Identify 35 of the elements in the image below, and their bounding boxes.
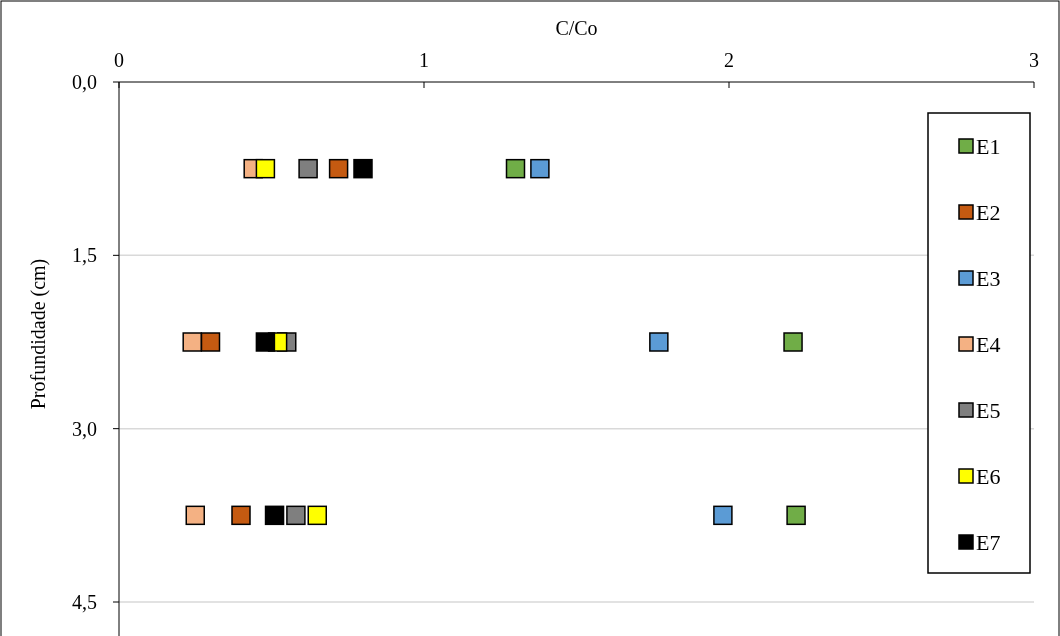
point (353, 158, 373, 179)
x-tick-label: 3 (1029, 49, 1039, 71)
point (286, 505, 306, 526)
y-axis-title: Profundidade (cm) (27, 258, 50, 410)
point (200, 332, 221, 352)
point (255, 332, 276, 352)
x-tick-label: 2 (724, 49, 734, 71)
point (264, 505, 285, 526)
legend-label: E5 (976, 398, 1001, 423)
y-tick-label: 4,5 (72, 591, 97, 613)
point (298, 158, 318, 179)
x-tick-label: 0 (114, 49, 124, 71)
point (328, 158, 349, 179)
y-tick-label: 1,5 (72, 244, 97, 267)
point (185, 505, 205, 526)
x-axis-title: C/Co (555, 17, 598, 39)
legend-label: E7 (976, 530, 1001, 555)
point (783, 332, 803, 352)
legend-label: E6 (976, 464, 1001, 489)
point (505, 158, 526, 179)
point (786, 505, 806, 526)
point (713, 505, 733, 526)
point (530, 158, 550, 179)
legend-label: E3 (976, 266, 1001, 291)
legend-label: E4 (976, 332, 1001, 357)
point (182, 332, 202, 352)
y-tick-label: 3,0 (72, 417, 97, 440)
point (649, 332, 669, 352)
point (307, 505, 327, 526)
x-tick-label: 1 (419, 49, 429, 71)
y-tick-label: 0,0 (72, 71, 97, 93)
legend-label: E1 (976, 134, 1001, 159)
point (231, 505, 251, 526)
point (255, 158, 276, 179)
legend-label: E2 (976, 200, 1001, 225)
